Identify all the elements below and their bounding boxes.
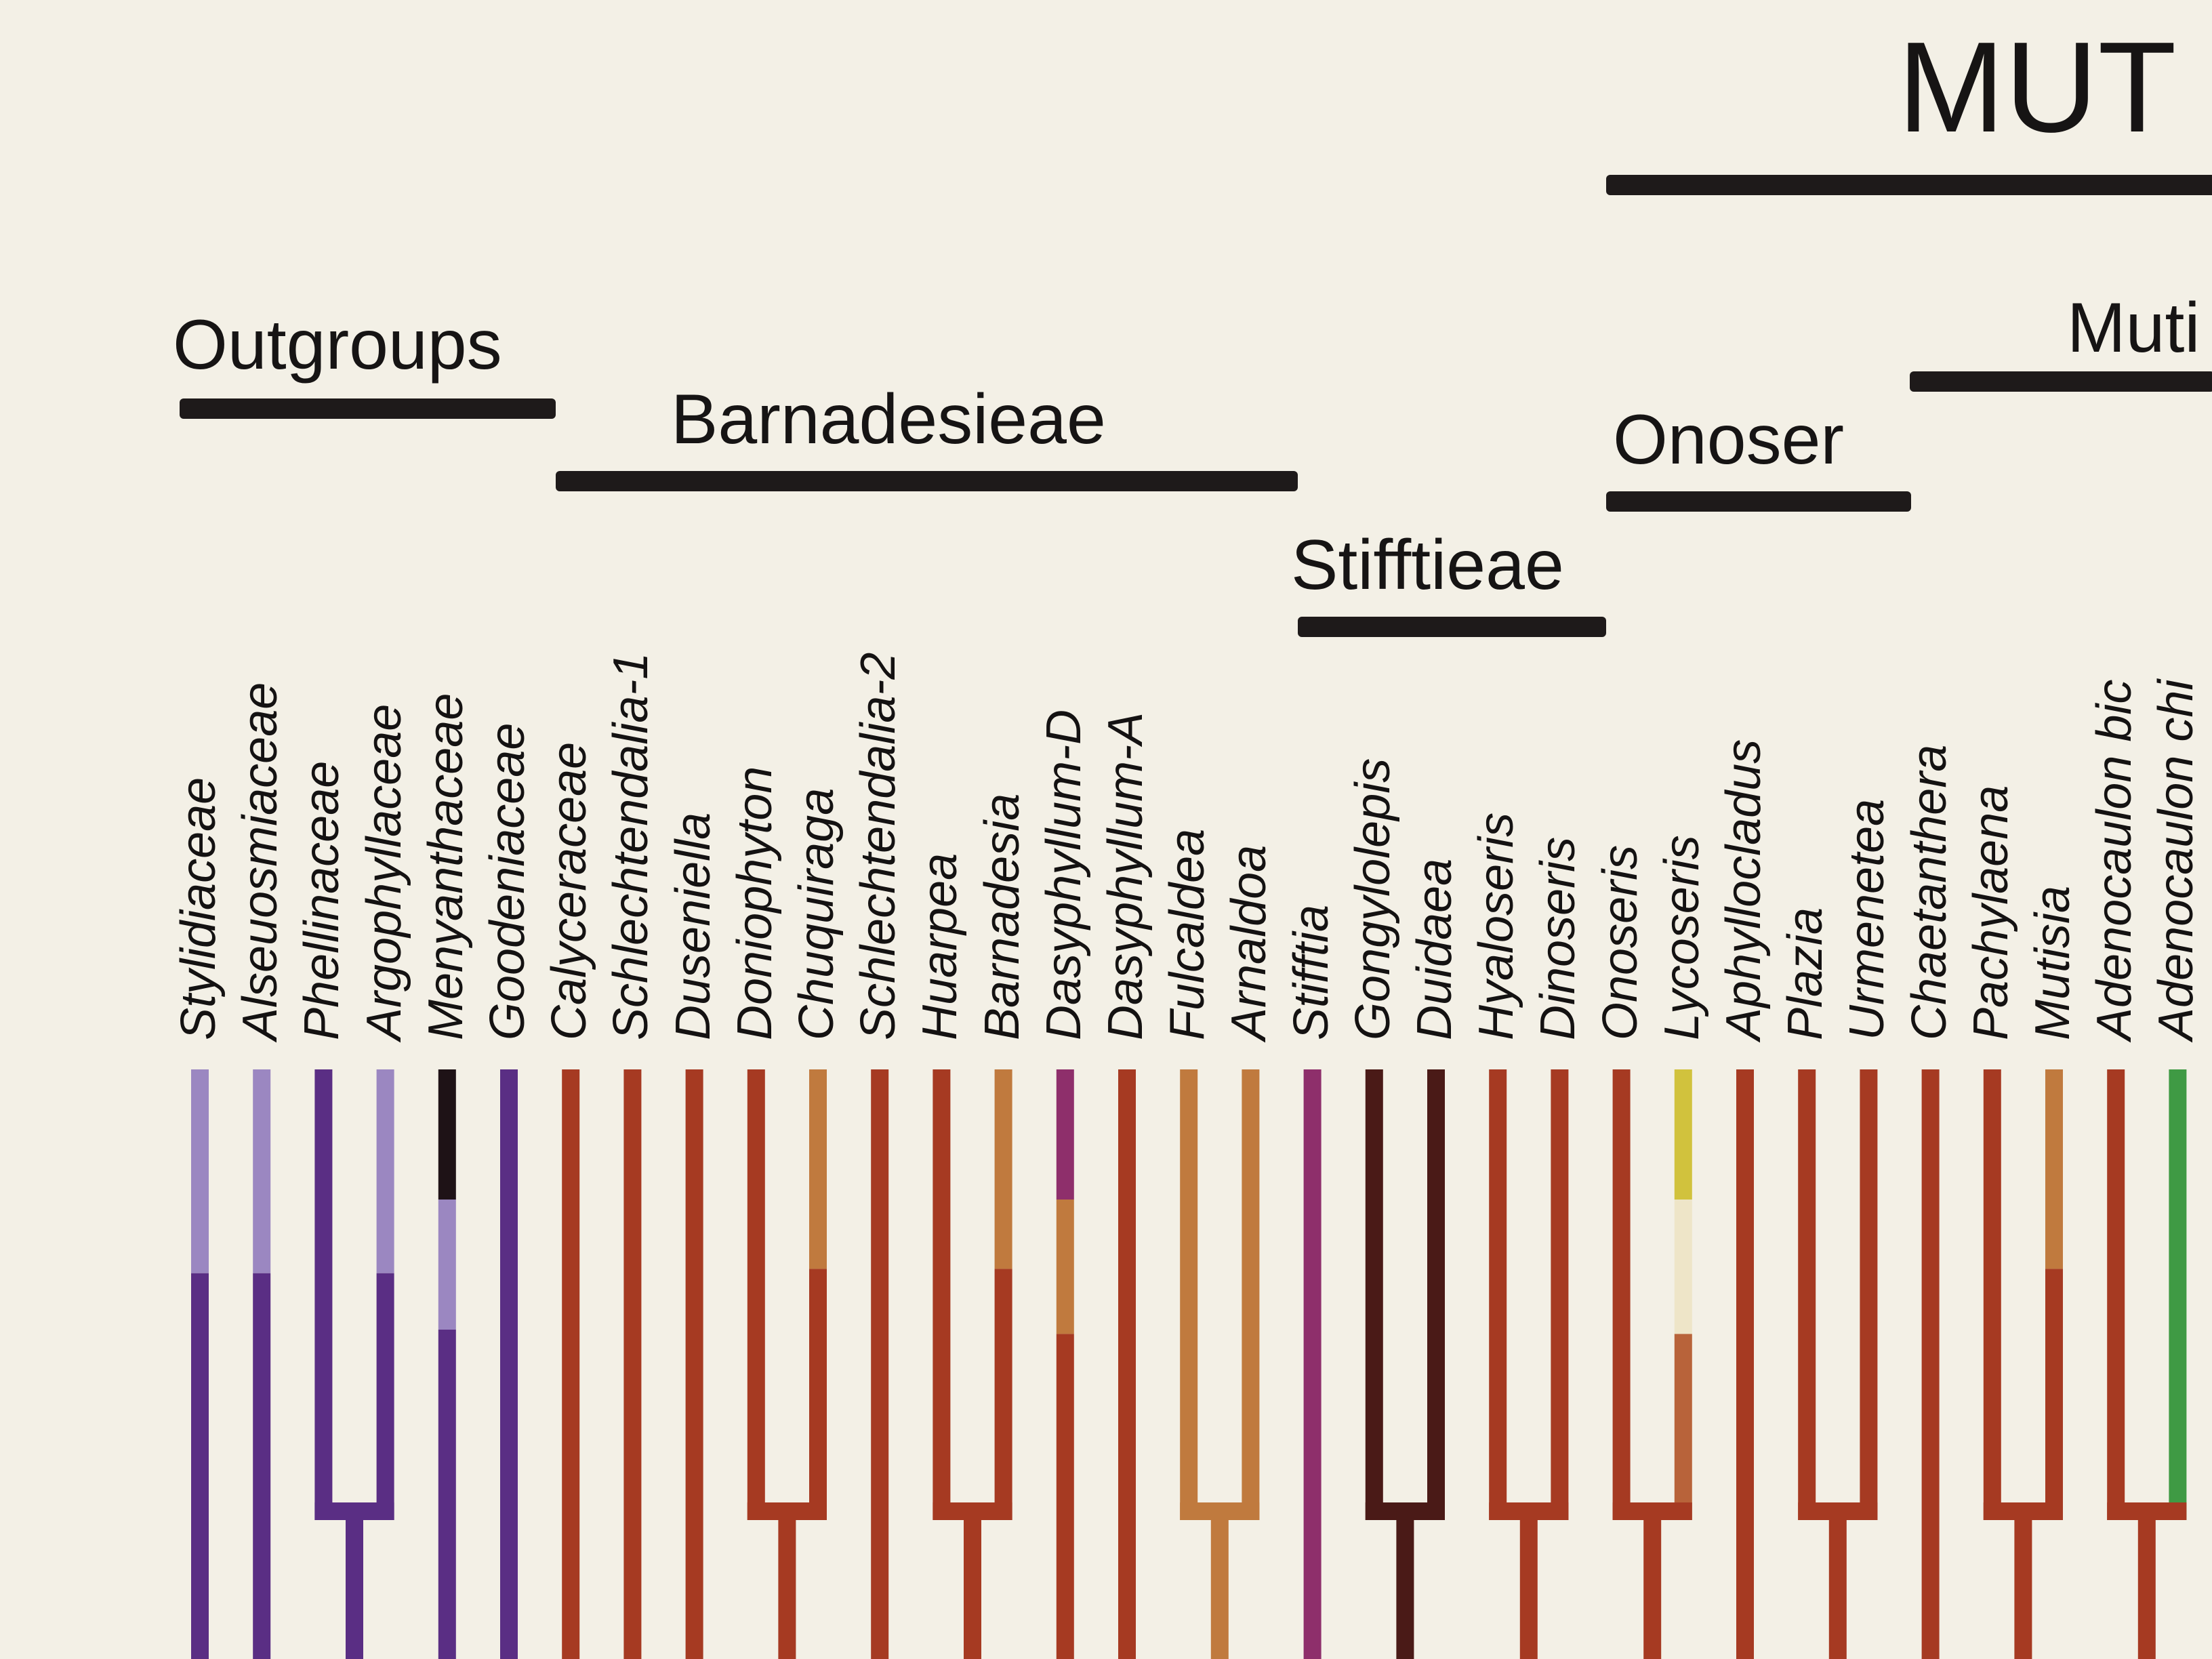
title-underline-bar xyxy=(1606,175,2212,195)
title-mut: MUT xyxy=(1898,16,2177,159)
group-label-outgroups: Outgroups xyxy=(173,306,502,384)
group-bar-barnadesieae xyxy=(556,471,1298,491)
group-label-onoser: Onoser xyxy=(1613,401,1845,479)
group-label-stifftieae: Stifftieae xyxy=(1291,526,1564,605)
group-bar-outgroups xyxy=(180,398,556,419)
group-bar-stifftieae xyxy=(1298,617,1606,637)
group-bar-onoser xyxy=(1606,491,1911,512)
group-label-muti: Muti xyxy=(2067,289,2200,367)
group-bar-muti xyxy=(1910,371,2212,392)
group-label-barnadesieae: Barnadesieae xyxy=(671,380,1106,459)
